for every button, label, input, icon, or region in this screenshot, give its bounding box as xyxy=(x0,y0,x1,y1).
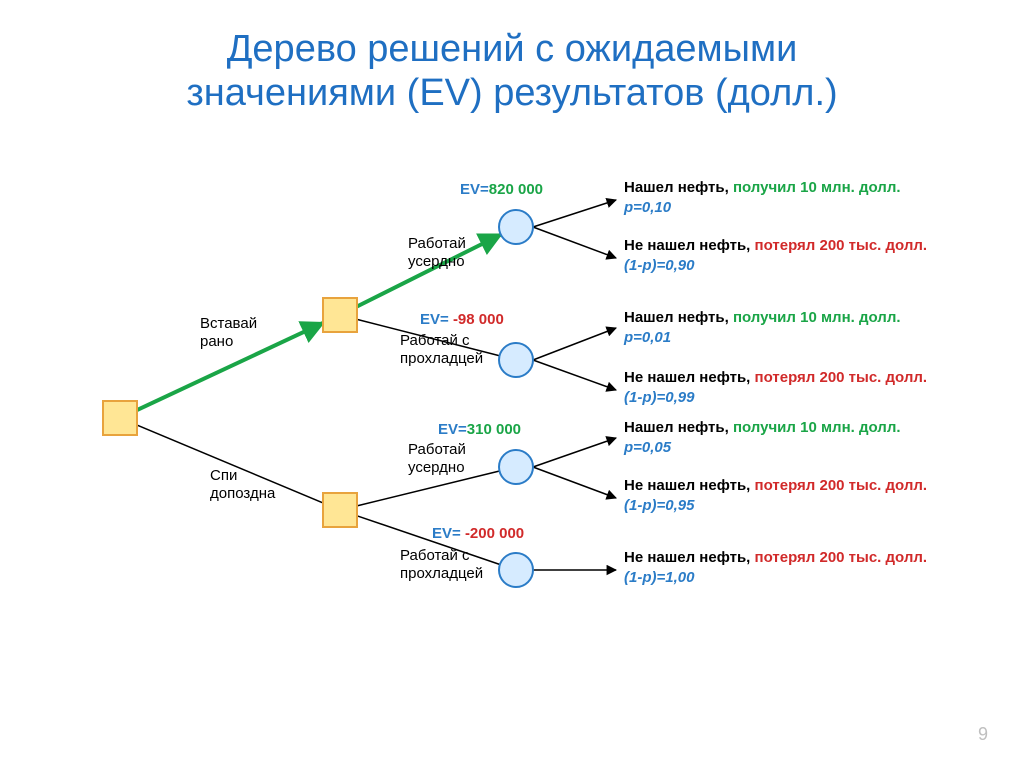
probability-label: (1-p)=0,95 xyxy=(624,497,695,514)
branch-label: усердно xyxy=(408,459,465,476)
ev-label: EV=820 000 xyxy=(460,181,543,198)
outcome-edge xyxy=(533,467,616,498)
branch-label: Работай с xyxy=(400,547,470,564)
decision-tree-diagram: ВставайраноСпидопозднаРаботайусердноРабо… xyxy=(0,0,1024,767)
outcome-edge xyxy=(533,227,616,258)
branch-label: Спи xyxy=(210,467,237,484)
outcome-edge xyxy=(533,328,616,360)
probability-label: (1-p)=0,90 xyxy=(624,257,695,274)
ev-label: EV=310 000 xyxy=(438,421,521,438)
chance-node xyxy=(499,343,533,377)
branch-label: Работай xyxy=(408,441,466,458)
branch-label: рано xyxy=(200,333,233,350)
outcome-label: Нашел нефть, получил 10 млн. долл. xyxy=(624,179,901,196)
branch-label: Работай с xyxy=(400,332,470,349)
probability-label: p=0,10 xyxy=(623,199,672,216)
page-number: 9 xyxy=(978,724,988,745)
outcome-edge xyxy=(533,438,616,467)
branch-label: Вставай xyxy=(200,315,257,332)
probability-label: p=0,01 xyxy=(623,329,671,346)
branch-label: прохладцей xyxy=(400,350,483,367)
branch-label: прохладцей xyxy=(400,565,483,582)
outcome-label: Не нашел нефть, потерял 200 тыс. долл. xyxy=(624,237,927,254)
decision-node xyxy=(323,493,357,527)
decision-node xyxy=(323,298,357,332)
decision-node xyxy=(103,401,137,435)
branch-label: Работай xyxy=(408,235,466,252)
outcome-label: Не нашел нефть, потерял 200 тыс. долл. xyxy=(624,369,927,386)
probability-label: p=0,05 xyxy=(623,439,672,456)
ev-label: EV= -200 000 xyxy=(432,525,524,542)
probability-label: (1-p)=0,99 xyxy=(624,389,695,406)
outcome-label: Нашел нефть, получил 10 млн. долл. xyxy=(624,419,901,436)
outcome-edge xyxy=(533,200,616,227)
outcome-label: Нашел нефть, получил 10 млн. долл. xyxy=(624,309,901,326)
branch-label: усердно xyxy=(408,253,465,270)
chance-node xyxy=(499,553,533,587)
chance-node xyxy=(499,210,533,244)
outcome-label: Не нашел нефть, потерял 200 тыс. долл. xyxy=(624,549,927,566)
probability-label: (1-p)=1,00 xyxy=(624,569,695,586)
outcome-edge xyxy=(533,360,616,390)
chance-node xyxy=(499,450,533,484)
branch-label: допоздна xyxy=(210,485,276,502)
ev-label: EV= -98 000 xyxy=(420,311,504,328)
tree-edge xyxy=(357,471,499,506)
outcome-label: Не нашел нефть, потерял 200 тыс. долл. xyxy=(624,477,927,494)
